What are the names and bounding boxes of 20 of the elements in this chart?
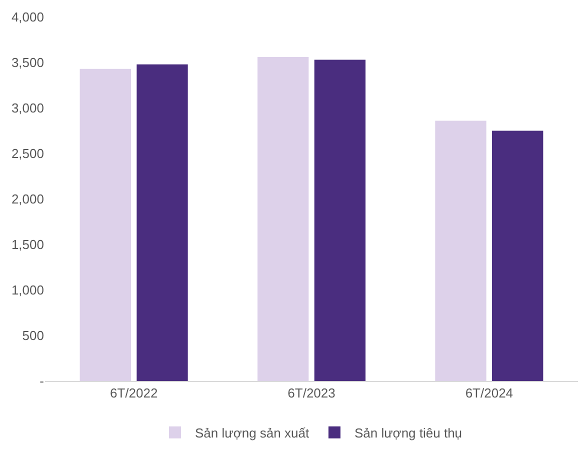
y-tick-label: 1,000 xyxy=(11,282,44,298)
y-tick-label: 3,500 xyxy=(11,55,44,70)
legend-label: Sản lượng tiêu thụ xyxy=(354,425,462,440)
bar xyxy=(80,68,131,381)
y-tick-label: 500 xyxy=(22,328,44,344)
bar xyxy=(257,57,309,381)
y-tick-label: - xyxy=(40,374,44,389)
y-tick-label: 4,000 xyxy=(11,10,44,25)
x-tick-label: 6T/2022 xyxy=(110,386,158,401)
bar xyxy=(492,130,544,381)
x-tick-label: 6T/2023 xyxy=(288,386,336,401)
y-tick-label: 2,500 xyxy=(11,146,44,162)
legend-label: Sản lượng sản xuất xyxy=(195,425,310,440)
y-tick-label: 2,000 xyxy=(11,192,44,207)
bar xyxy=(314,60,366,381)
bar xyxy=(136,64,188,381)
bar xyxy=(435,120,486,381)
x-tick-label: 6T/2024 xyxy=(465,386,514,401)
y-tick-label: 3,000 xyxy=(11,100,44,116)
y-tick-label: 1,500 xyxy=(11,237,44,252)
